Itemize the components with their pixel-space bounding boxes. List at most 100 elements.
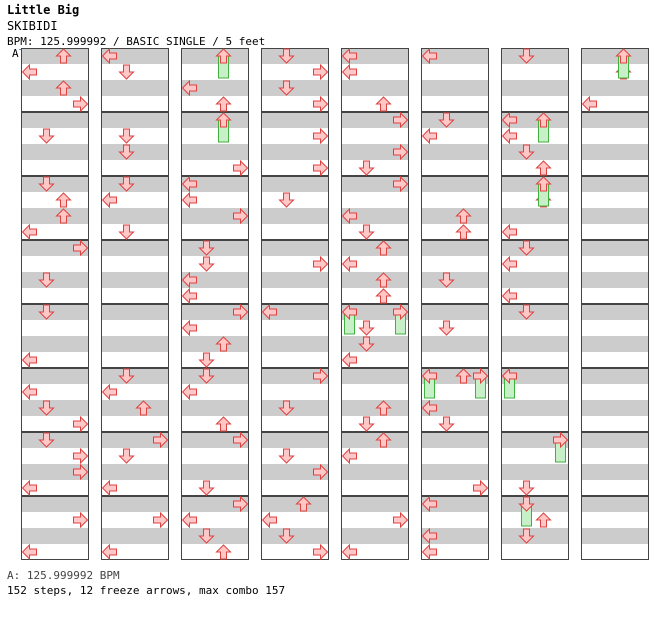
beat-band: [341, 464, 409, 480]
beat-band: [581, 496, 649, 512]
step-arrow: [73, 415, 89, 433]
beat-band: [101, 176, 169, 192]
beat-band: [501, 208, 569, 224]
bpm-footer: A: 125.999992 BPM: [7, 569, 120, 582]
beat-band: [421, 240, 489, 256]
measure-border: [21, 304, 89, 368]
measure-border: [181, 368, 249, 432]
measure-border: [581, 48, 649, 112]
beat-band: [501, 144, 569, 160]
beat-band: [341, 112, 409, 128]
beat-band: [181, 144, 249, 160]
step-arrow: [153, 431, 169, 449]
step-arrow: [101, 479, 117, 497]
measure-border: [501, 304, 569, 368]
beat-band: [21, 272, 89, 288]
beat-band: [501, 368, 569, 384]
step-arrow: [181, 191, 197, 209]
bpm-marker-label: A: [12, 47, 19, 60]
measure-border: [181, 112, 249, 176]
step-arrow: [233, 431, 249, 449]
beat-band: [181, 48, 249, 64]
step-arrow: [358, 224, 375, 240]
beat-band: [21, 144, 89, 160]
beat-band: [501, 112, 569, 128]
step-arrow: [375, 240, 392, 256]
measure-border: [101, 176, 169, 240]
step-arrow: [215, 336, 232, 352]
beat-band: [501, 336, 569, 352]
measure-border: [421, 48, 489, 112]
step-arrow: [501, 127, 517, 145]
beat-band: [261, 304, 329, 320]
beat-band: [581, 208, 649, 224]
step-arrow: [181, 271, 197, 289]
step-arrow: [358, 160, 375, 176]
step-arrow: [501, 287, 517, 305]
beat-band: [581, 400, 649, 416]
step-arrow: [501, 111, 517, 129]
measure-border: [101, 432, 169, 496]
beat-band: [341, 176, 409, 192]
measure-border: [421, 368, 489, 432]
beat-band: [581, 240, 649, 256]
beat-band: [101, 400, 169, 416]
step-arrow: [21, 479, 37, 497]
measure-border: [261, 176, 329, 240]
step-arrow: [358, 320, 375, 336]
step-arrow: [313, 63, 329, 81]
step-arrow: [198, 240, 215, 256]
step-arrow: [358, 336, 375, 352]
beat-band: [421, 528, 489, 544]
beat-band: [101, 432, 169, 448]
beat-band: [341, 336, 409, 352]
measure-border: [21, 176, 89, 240]
beat-band: [501, 528, 569, 544]
beat-band: [21, 336, 89, 352]
step-arrow: [535, 512, 552, 528]
step-arrow: [261, 511, 277, 529]
beat-band: [341, 48, 409, 64]
measure-border: [181, 240, 249, 304]
step-arrow: [278, 80, 295, 96]
measure-border: [21, 48, 89, 112]
step-arrow: [38, 272, 55, 288]
step-arrow: [473, 367, 489, 385]
step-arrow: [73, 511, 89, 529]
measure-border: [581, 240, 649, 304]
beat-band: [181, 336, 249, 352]
step-arrow: [278, 448, 295, 464]
step-arrow: [518, 48, 535, 64]
step-arrow: [615, 48, 632, 64]
step-arrow: [535, 160, 552, 176]
beat-band: [181, 80, 249, 96]
step-arrow: [313, 367, 329, 385]
step-arrow: [118, 64, 135, 80]
step-arrow: [455, 208, 472, 224]
step-arrow: [198, 368, 215, 384]
step-arrow: [215, 48, 232, 64]
measure-border: [21, 496, 89, 560]
beat-band: [261, 144, 329, 160]
beat-band: [421, 304, 489, 320]
beat-band: [341, 496, 409, 512]
step-arrow: [393, 175, 409, 193]
beat-band: [421, 336, 489, 352]
step-arrow: [198, 352, 215, 368]
beat-band: [181, 432, 249, 448]
measure-border: [101, 240, 169, 304]
beat-band: [261, 400, 329, 416]
step-arrow: [181, 287, 197, 305]
measure-border: [501, 48, 569, 112]
step-arrow: [421, 527, 437, 545]
step-arrow: [438, 112, 455, 128]
step-arrow: [341, 543, 357, 561]
beat-band: [341, 368, 409, 384]
measure-border: [341, 112, 409, 176]
step-arrow: [278, 48, 295, 64]
beat-band: [261, 336, 329, 352]
step-arrow: [518, 480, 535, 496]
beat-band: [101, 304, 169, 320]
step-arrow: [313, 127, 329, 145]
